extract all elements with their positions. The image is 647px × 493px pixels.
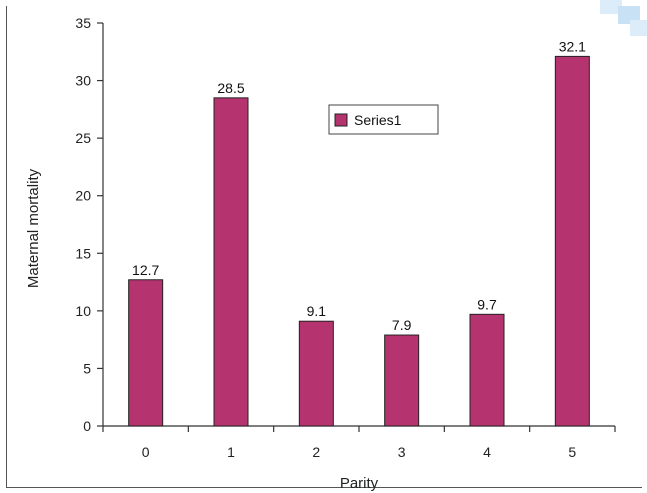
y-tick-label: 35 — [75, 15, 91, 31]
x-tick-label: 5 — [568, 444, 576, 460]
data-label: 9.1 — [307, 303, 327, 319]
legend-label: Series1 — [354, 112, 402, 128]
y-axis-title: Maternal mortality — [25, 168, 42, 288]
corner-decoration — [600, 0, 647, 36]
bar — [469, 313, 505, 427]
y-tick-label: 0 — [83, 418, 91, 434]
y-ticks: 0 5 10 15 20 25 30 35 — [75, 15, 103, 434]
x-ticks: 0 1 2 3 4 5 — [102, 426, 616, 460]
axes — [102, 23, 615, 427]
data-label: 32.1 — [559, 38, 586, 54]
bar — [298, 320, 334, 427]
bars — [128, 55, 590, 427]
bar — [213, 97, 249, 427]
x-axis-title: Parity — [340, 475, 379, 492]
data-label: 9.7 — [477, 296, 497, 312]
data-label: 28.5 — [217, 80, 244, 96]
x-tick-label: 4 — [483, 444, 491, 460]
data-labels: 12.7 28.5 9.1 7.9 9.7 32.1 — [132, 38, 586, 333]
x-tick-label: 1 — [227, 444, 235, 460]
x-tick-label: 0 — [142, 444, 150, 460]
x-tick-label: 2 — [312, 444, 320, 460]
y-tick-label: 5 — [83, 360, 91, 376]
bar — [128, 279, 164, 427]
y-tick-label: 30 — [75, 73, 91, 89]
y-tick-label: 25 — [75, 130, 91, 146]
data-label: 7.9 — [392, 317, 412, 333]
bar — [554, 55, 590, 427]
y-tick-label: 10 — [75, 303, 91, 319]
legend: Series1 — [328, 104, 439, 135]
x-tick-label: 3 — [398, 444, 406, 460]
data-label: 12.7 — [132, 262, 159, 278]
y-tick-label: 15 — [75, 245, 91, 261]
y-tick-label: 20 — [75, 188, 91, 204]
chart-frame — [6, 6, 642, 488]
bar — [384, 334, 420, 427]
legend-swatch — [334, 113, 348, 127]
